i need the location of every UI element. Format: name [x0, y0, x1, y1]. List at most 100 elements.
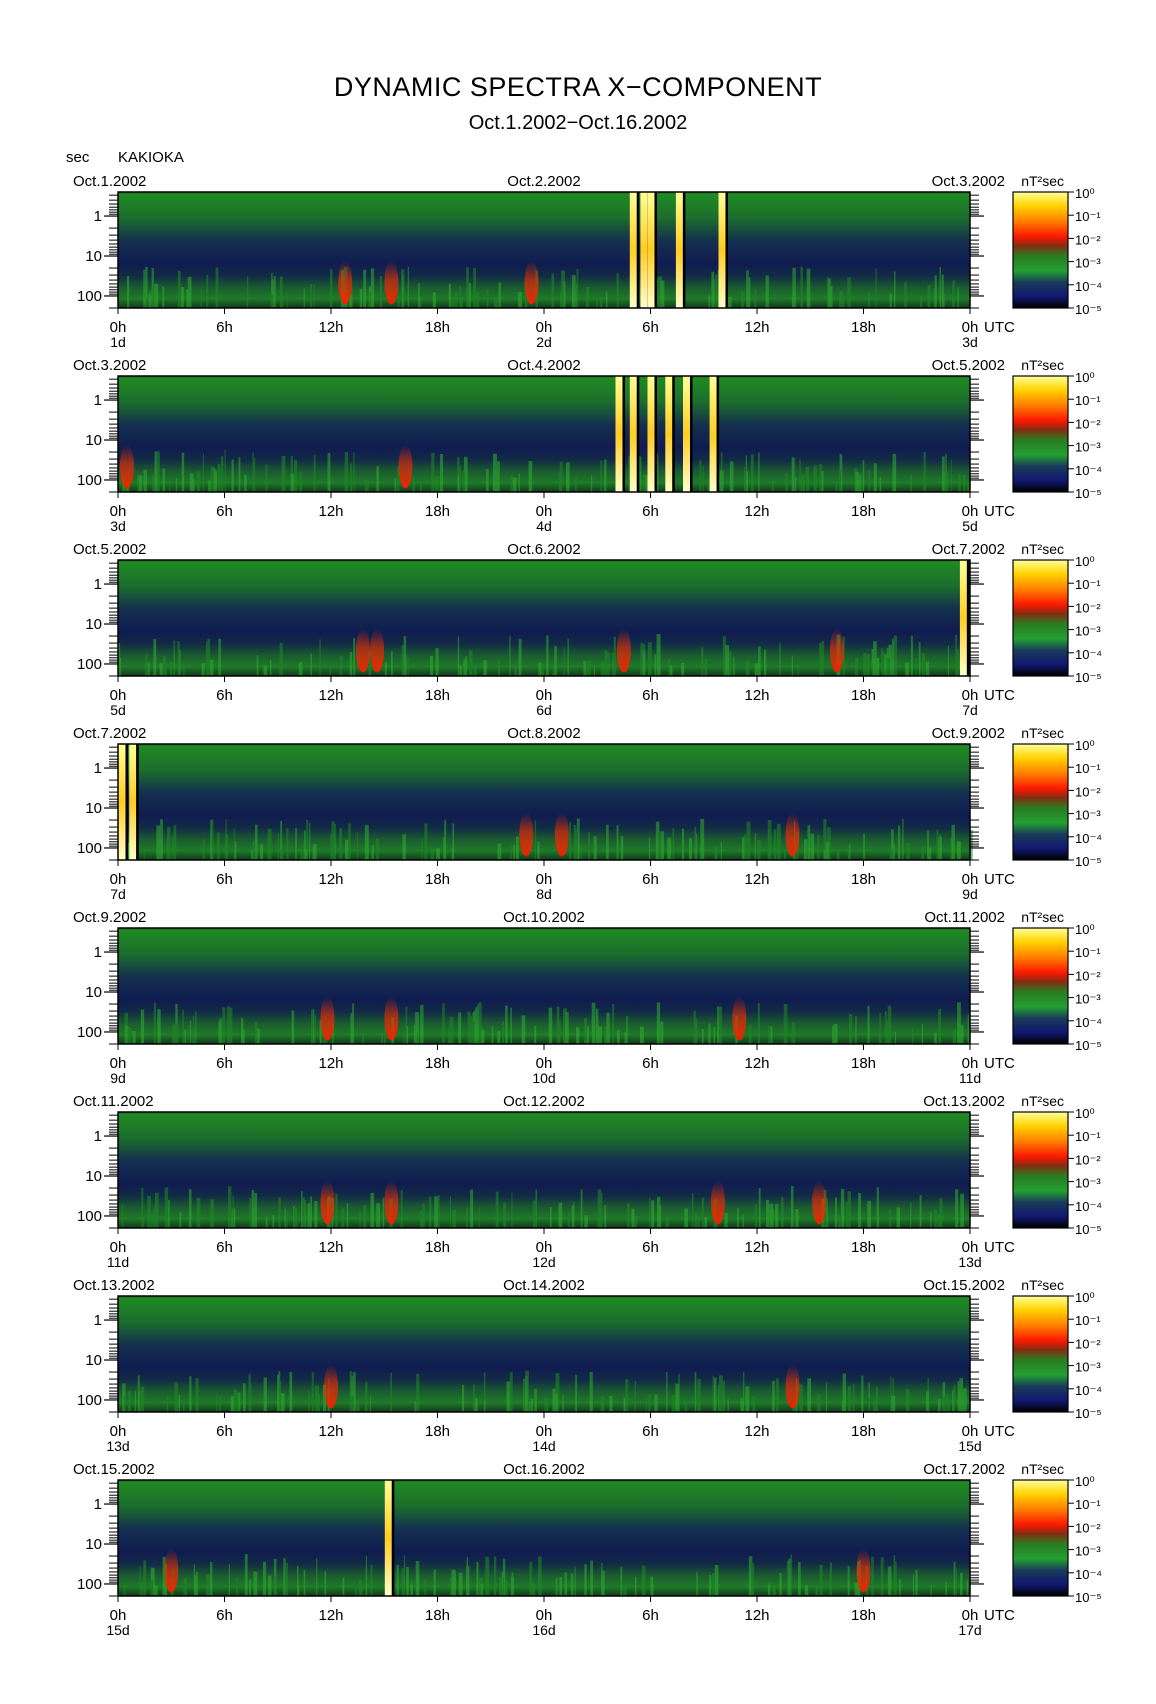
texture-streak: [842, 1373, 846, 1412]
x-tick-label: 12h: [744, 687, 769, 704]
texture-streak: [483, 1372, 486, 1412]
texture-streak: [363, 1205, 367, 1228]
day-label: 12d: [532, 1254, 555, 1270]
texture-streak: [210, 466, 214, 492]
texture-streak: [404, 654, 407, 676]
texture-streak: [791, 1022, 796, 1044]
texture-streak: [312, 844, 317, 860]
spectrum-panel-1: 1 10 100 Oct.1.2002 Oct.2.2002 Oct.3.2002 0h 6h…: [73, 173, 1102, 350]
texture-streak: [511, 1192, 513, 1228]
texture-streak: [376, 466, 379, 492]
texture-streak: [473, 1021, 475, 1044]
texture-streak: [724, 1213, 728, 1228]
x-tick-label: 0h: [536, 1239, 553, 1256]
texture-streak: [783, 849, 786, 860]
texture-streak: [458, 1572, 463, 1596]
bright-event-4: [629, 192, 637, 308]
texture-streak: [248, 1374, 251, 1412]
texture-streak: [187, 1025, 189, 1044]
texture-streak: [637, 456, 642, 492]
colorbar-tick-label: 10⁻⁴: [1075, 647, 1102, 662]
x-tick-label: 0h: [110, 1239, 127, 1256]
texture-streak: [748, 1556, 753, 1596]
texture-streak: [575, 476, 577, 492]
texture-streak: [717, 1006, 719, 1044]
texture-streak: [187, 276, 192, 308]
texture-streak: [253, 1571, 258, 1596]
texture-streak: [535, 297, 538, 308]
y-tick-label: 10: [85, 616, 102, 633]
texture-streak: [283, 1558, 286, 1596]
power-unit-label: nT²sec: [1021, 725, 1064, 741]
x-tick-label: 0h: [536, 1607, 553, 1624]
texture-streak: [405, 1006, 408, 1044]
texture-streak: [365, 1555, 367, 1596]
texture-streak: [532, 1200, 537, 1228]
texture-streak: [182, 1398, 185, 1412]
texture-streak: [420, 479, 422, 492]
texture-streak: [888, 644, 892, 676]
texture-streak: [791, 655, 793, 676]
texture-streak: [174, 1382, 179, 1412]
texture-streak: [168, 480, 171, 492]
texture-streak: [215, 1395, 218, 1412]
texture-streak: [311, 1008, 314, 1044]
colorbar-tick-label: 10⁰: [1075, 1474, 1095, 1489]
colorbar-tick-label: 10⁻²: [1075, 1152, 1101, 1167]
texture-streak: [868, 470, 871, 492]
texture-streak: [201, 663, 205, 676]
texture-streak: [684, 1208, 688, 1228]
texture-streak: [604, 459, 607, 492]
texture-streak: [573, 1201, 575, 1228]
texture-streak: [722, 636, 726, 676]
x-tick-label: 18h: [851, 319, 876, 336]
utc-label: UTC: [984, 687, 1015, 704]
power-unit-label: nT²sec: [1021, 541, 1064, 557]
texture-streak: [927, 830, 929, 860]
texture-streak: [255, 1028, 260, 1044]
texture-streak: [696, 1572, 698, 1596]
texture-streak: [123, 1584, 126, 1596]
texture-streak: [593, 836, 597, 860]
y-tick-label: 100: [77, 1576, 102, 1593]
day-label: 6d: [536, 702, 552, 718]
texture-streak: [420, 1210, 423, 1228]
texture-streak: [138, 475, 143, 492]
texture-streak: [166, 1395, 169, 1412]
colorbar-tick-label: 10⁻¹: [1075, 1313, 1101, 1328]
red-event-2: [384, 260, 399, 305]
day-label: 4d: [536, 518, 552, 534]
texture-streak: [370, 1192, 375, 1228]
texture-streak: [910, 475, 912, 492]
texture-streak: [440, 454, 444, 492]
texture-streak: [137, 474, 139, 492]
texture-streak: [228, 1186, 232, 1228]
mid-date-label: Oct.6.2002: [507, 541, 580, 558]
texture-streak: [957, 287, 959, 308]
texture-streak: [281, 456, 286, 492]
texture-streak: [835, 1197, 837, 1228]
y-tick-label: 10: [85, 432, 102, 449]
x-tick-label: 12h: [744, 319, 769, 336]
texture-streak: [145, 654, 148, 676]
bright-event-7: [675, 192, 683, 308]
x-tick-label: 18h: [425, 1055, 450, 1072]
texture-streak: [571, 274, 576, 308]
x-tick-label: 0h: [962, 1607, 979, 1624]
texture-streak: [329, 269, 333, 308]
colorbar-tick-label: 10⁻³: [1075, 808, 1101, 823]
texture-streak: [127, 1391, 131, 1412]
texture-streak: [658, 1205, 662, 1228]
texture-streak: [727, 296, 732, 308]
texture-streak: [794, 477, 797, 492]
texture-streak: [124, 1026, 129, 1044]
texture-streak: [563, 280, 566, 308]
texture-streak: [304, 830, 306, 860]
texture-streak: [260, 844, 264, 860]
mid-date-label: Oct.14.2002: [503, 1277, 585, 1294]
texture-streak: [849, 1014, 853, 1044]
texture-streak: [835, 481, 838, 492]
texture-streak: [575, 1375, 577, 1412]
texture-streak: [475, 1006, 479, 1044]
texture-streak: [836, 849, 840, 860]
